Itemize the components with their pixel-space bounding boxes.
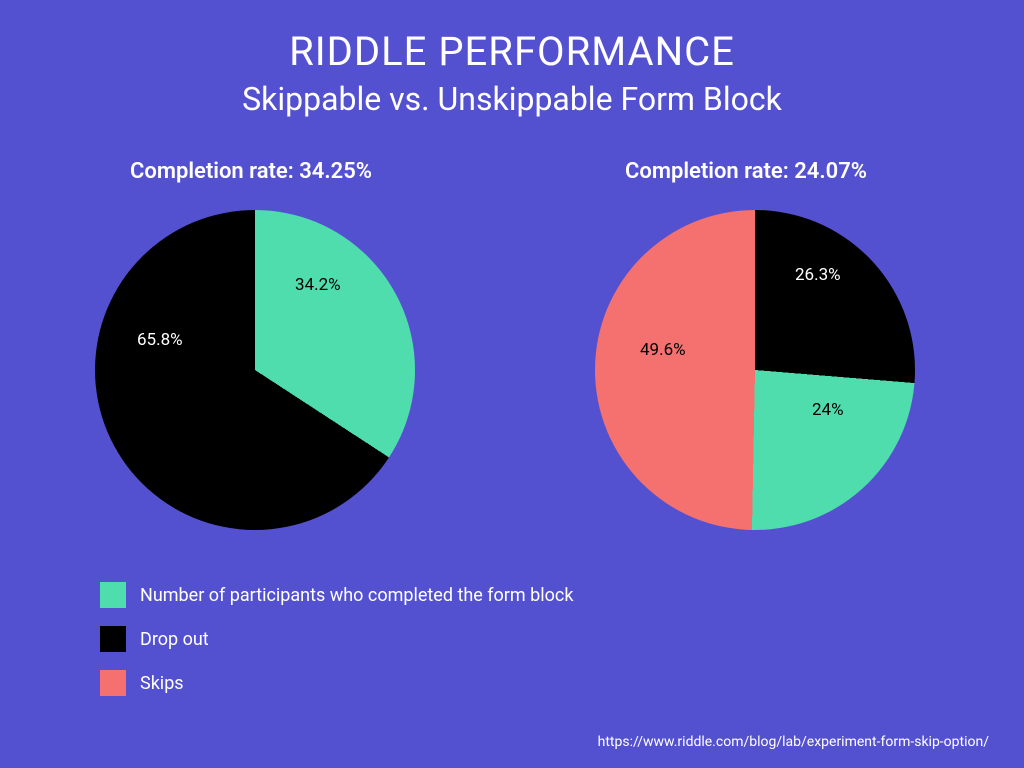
- legend-label-completed: Number of participants who completed the…: [140, 585, 573, 606]
- legend-label-skips: Skips: [140, 673, 184, 694]
- legend-swatch-completed: [100, 582, 126, 608]
- legend-swatch-dropout: [100, 626, 126, 652]
- pie-right-label-0: 26.3%: [795, 265, 841, 285]
- source-url: https://www.riddle.com/blog/lab/experime…: [598, 734, 989, 750]
- pie-chart-right: 26.3% 24% 49.6%: [595, 210, 915, 530]
- pie-left-label-1: 65.8%: [137, 330, 183, 350]
- chart-left-header: Completion rate: 34.25%: [130, 159, 372, 184]
- legend-label-dropout: Drop out: [140, 629, 209, 650]
- legend-item-completed: Number of participants who completed the…: [100, 582, 573, 608]
- legend-item-skips: Skips: [100, 670, 573, 696]
- legend-item-dropout: Drop out: [100, 626, 573, 652]
- legend: Number of participants who completed the…: [100, 582, 573, 696]
- chart-right-header: Completion rate: 24.07%: [625, 159, 867, 184]
- pie-chart-left: 34.2% 65.8%: [95, 210, 415, 530]
- legend-swatch-skips: [100, 670, 126, 696]
- pie-left-label-0: 34.2%: [295, 275, 341, 295]
- pie-right-label-2: 49.6%: [640, 340, 686, 360]
- page-subtitle: Skippable vs. Unskippable Form Block: [0, 80, 1024, 118]
- pie-right-label-1: 24%: [812, 400, 844, 420]
- page-title: RIDDLE PERFORMANCE: [0, 28, 1024, 75]
